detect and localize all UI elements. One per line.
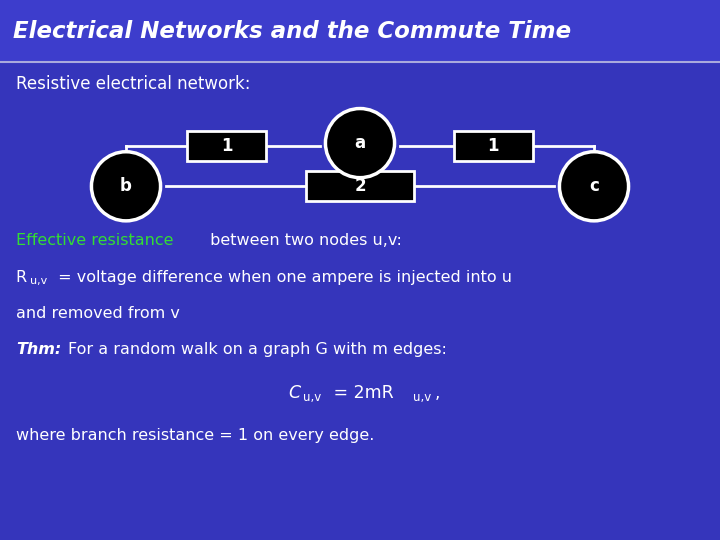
Text: Effective resistance: Effective resistance	[16, 233, 174, 248]
Text: Electrical Networks and the Commute Time: Electrical Networks and the Commute Time	[13, 19, 571, 43]
Text: and removed from v: and removed from v	[16, 306, 180, 321]
Text: c: c	[589, 177, 599, 195]
Text: Thm:: Thm:	[16, 342, 61, 357]
Text: between two nodes u,v:: between two nodes u,v:	[205, 233, 402, 248]
Text: u,v: u,v	[30, 276, 48, 286]
Text: ,: ,	[435, 384, 441, 402]
Text: where branch resistance = 1 on every edge.: where branch resistance = 1 on every edg…	[16, 428, 374, 443]
Text: 1: 1	[487, 137, 499, 155]
Ellipse shape	[91, 152, 161, 221]
Text: u,v: u,v	[413, 392, 431, 404]
FancyBboxPatch shape	[306, 171, 414, 201]
Text: = 2mR: = 2mR	[328, 384, 393, 402]
FancyBboxPatch shape	[454, 131, 533, 160]
Ellipse shape	[325, 109, 395, 178]
FancyBboxPatch shape	[187, 131, 266, 160]
Text: = voltage difference when one ampere is injected into u: = voltage difference when one ampere is …	[53, 269, 513, 285]
FancyBboxPatch shape	[0, 0, 720, 62]
Text: C: C	[288, 384, 300, 402]
Text: a: a	[354, 134, 366, 152]
Text: 2: 2	[354, 177, 366, 195]
Text: b: b	[120, 177, 132, 195]
Text: For a random walk on a graph G with m edges:: For a random walk on a graph G with m ed…	[68, 342, 447, 357]
Ellipse shape	[559, 152, 629, 221]
Text: R: R	[16, 269, 27, 285]
Text: Resistive electrical network:: Resistive electrical network:	[16, 75, 251, 93]
Text: 1: 1	[221, 137, 233, 155]
Text: u,v: u,v	[303, 392, 321, 404]
